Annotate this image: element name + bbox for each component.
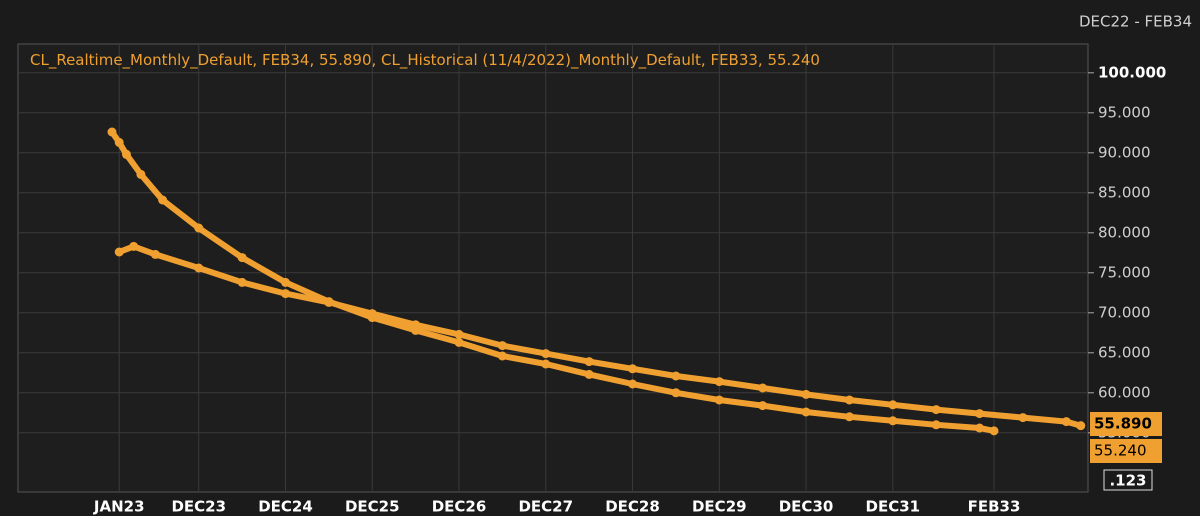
data-point bbox=[121, 149, 131, 159]
y-tick-label: 65.000 bbox=[1098, 343, 1151, 361]
decimal-button[interactable]: .123 bbox=[1109, 472, 1146, 490]
data-point bbox=[136, 169, 146, 179]
decimal-button-box[interactable] bbox=[1103, 469, 1153, 491]
data-point bbox=[628, 379, 638, 389]
y-tick-label: 60.000 bbox=[1098, 383, 1151, 401]
x-tick-label: FEB33 bbox=[968, 498, 1021, 516]
data-point bbox=[454, 329, 464, 339]
data-point bbox=[628, 364, 638, 374]
data-point bbox=[324, 297, 334, 307]
data-point bbox=[888, 400, 898, 410]
data-point bbox=[541, 359, 551, 369]
legend-entry: CL_Historical (11/4/2022)_Monthly_Defaul… bbox=[381, 51, 701, 70]
x-tick-label: DEC30 bbox=[779, 498, 834, 516]
x-tick-label: DEC27 bbox=[518, 498, 573, 516]
y-tick-label: 90.000 bbox=[1098, 143, 1151, 161]
data-point bbox=[975, 423, 985, 433]
legend-value: 55.890 bbox=[319, 51, 372, 69]
data-point bbox=[801, 389, 811, 399]
grid bbox=[18, 44, 1088, 492]
data-point bbox=[671, 371, 681, 381]
y-tick-label: 75.000 bbox=[1098, 263, 1151, 281]
x-tick-label: JAN23 bbox=[93, 498, 145, 516]
x-tick-label: DEC26 bbox=[432, 498, 487, 516]
data-point bbox=[541, 349, 551, 359]
x-tick-label: DEC28 bbox=[605, 498, 660, 516]
data-point bbox=[194, 263, 204, 273]
legend-end: FEB33 bbox=[710, 51, 757, 69]
data-point bbox=[975, 409, 985, 419]
y-tick-label: 100.000 bbox=[1098, 63, 1166, 81]
data-point bbox=[1061, 417, 1071, 427]
data-point bbox=[411, 325, 421, 335]
x-tick-label: DEC23 bbox=[171, 498, 226, 516]
legend: CL_Realtime_Monthly_Default, FEB34, 55.8… bbox=[30, 51, 820, 70]
legend-entry: CL_Realtime_Monthly_Default bbox=[30, 51, 253, 70]
data-point bbox=[114, 137, 124, 147]
data-point bbox=[671, 388, 681, 398]
x-tick-label: DEC31 bbox=[866, 498, 921, 516]
data-point bbox=[1018, 413, 1028, 423]
data-point bbox=[281, 277, 290, 287]
data-point bbox=[158, 195, 168, 205]
data-point bbox=[888, 416, 898, 426]
data-point bbox=[237, 277, 247, 287]
data-point bbox=[114, 247, 124, 257]
data-point bbox=[844, 395, 854, 405]
data-point bbox=[758, 383, 768, 393]
data-point bbox=[1076, 421, 1086, 431]
data-point bbox=[129, 241, 139, 251]
data-point bbox=[150, 249, 160, 259]
y-tick-label: 95.000 bbox=[1098, 103, 1151, 121]
x-tick-label: DEC24 bbox=[258, 498, 313, 516]
value-label: 55.240 bbox=[1094, 442, 1147, 460]
data-point bbox=[454, 337, 464, 347]
legend-end: FEB34 bbox=[262, 51, 309, 69]
y-tick-label: 85.000 bbox=[1098, 183, 1151, 201]
data-point bbox=[758, 401, 768, 411]
legend-value: 55.240 bbox=[767, 51, 820, 69]
data-point bbox=[931, 405, 941, 415]
data-point bbox=[714, 377, 724, 387]
data-point bbox=[844, 412, 854, 422]
data-point bbox=[989, 426, 999, 436]
data-point bbox=[194, 223, 204, 233]
data-point bbox=[801, 407, 811, 417]
y-tick-label: 80.000 bbox=[1098, 223, 1151, 241]
data-point bbox=[584, 369, 594, 379]
value-label: 55.890 bbox=[1094, 415, 1152, 433]
data-point bbox=[367, 313, 377, 323]
data-point bbox=[497, 341, 507, 351]
value-label-box bbox=[1090, 412, 1162, 436]
y-tick-label: 70.000 bbox=[1098, 303, 1151, 321]
data-point bbox=[931, 420, 941, 430]
x-tick-label: DEC29 bbox=[692, 498, 747, 516]
date-range: DEC22 - FEB34 bbox=[1079, 13, 1192, 31]
value-label-box bbox=[1090, 439, 1162, 463]
data-point bbox=[714, 395, 724, 405]
marks bbox=[107, 127, 1086, 436]
x-tick-label: DEC25 bbox=[345, 498, 400, 516]
data-point bbox=[497, 351, 507, 361]
data-point bbox=[237, 253, 247, 263]
data-point bbox=[584, 357, 594, 367]
data-point bbox=[281, 289, 290, 299]
data-point bbox=[107, 127, 117, 137]
